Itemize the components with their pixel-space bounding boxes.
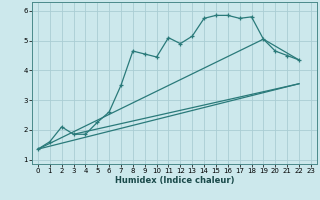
X-axis label: Humidex (Indice chaleur): Humidex (Indice chaleur) [115, 176, 234, 185]
